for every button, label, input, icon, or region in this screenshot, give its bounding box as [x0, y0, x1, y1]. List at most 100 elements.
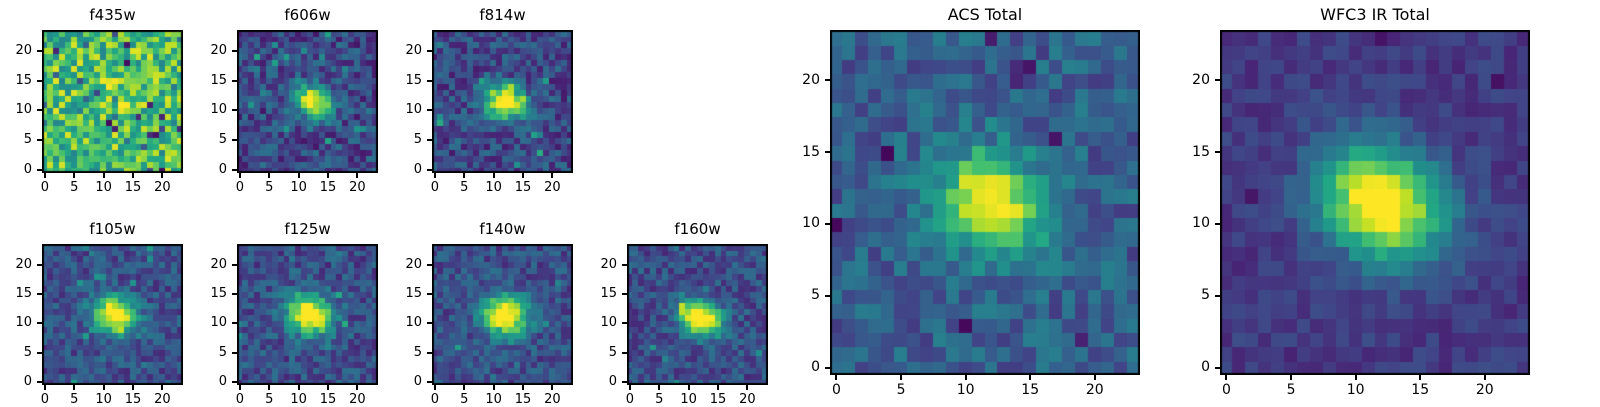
- y-tick-mark: [622, 351, 627, 354]
- y-tick-label: 15: [1192, 143, 1210, 160]
- y-tick-label: 20: [210, 42, 227, 58]
- x-tick-label: 10: [95, 180, 112, 195]
- panel-title-f125w: f125w: [284, 220, 331, 238]
- y-tick-label: 15: [15, 72, 32, 88]
- x-tick-mark: [356, 385, 359, 390]
- y-tick-mark: [1215, 294, 1220, 297]
- x-tick-mark: [687, 385, 690, 390]
- heatmap-f814w: [432, 30, 573, 173]
- y-tick-label: 0: [811, 359, 820, 376]
- y-tick-mark: [37, 109, 42, 112]
- y-tick-label: 0: [23, 374, 32, 389]
- y-tick-label: 15: [600, 285, 617, 301]
- panel-acs-total: ACS Total 0 5 10 15 20 0 5 10 15 20: [802, 5, 1140, 398]
- y-tick-mark: [427, 139, 432, 142]
- y-tick-label: 0: [218, 161, 227, 177]
- y-tick-label: 10: [1192, 215, 1210, 232]
- y-tick-label: 10: [210, 102, 227, 118]
- x-tick-mark: [327, 173, 330, 178]
- x-tick-mark: [161, 173, 164, 178]
- y-tick-mark: [427, 79, 432, 82]
- x-tick-mark: [628, 385, 631, 390]
- y-tick-label: 0: [413, 161, 422, 177]
- x-tick-label: 0: [235, 180, 245, 195]
- y-tick-label: 0: [608, 374, 617, 389]
- x-tick-mark: [433, 173, 436, 178]
- panel-f160w: f160w 0 5 10 15 20 0 5 10 15 20: [600, 220, 768, 407]
- x-tick-mark: [238, 385, 241, 390]
- y-tick-label: 5: [218, 344, 227, 360]
- x-tick-mark: [102, 385, 105, 390]
- panel-title-wfc3-ir-total: WFC3 IR Total: [1320, 5, 1430, 24]
- y-tick-mark: [825, 223, 830, 226]
- panel-f125w: f125w 0 5 10 15 20 0 5 10 15 20: [210, 220, 378, 407]
- x-tick-mark: [551, 173, 554, 178]
- y-tick-mark: [427, 292, 432, 295]
- x-tick-label: 0: [1222, 382, 1231, 398]
- y-tick-label: 20: [15, 42, 32, 58]
- panel-title-f140w: f140w: [479, 220, 526, 238]
- y-tick-mark: [1215, 223, 1220, 226]
- y-tick-mark: [427, 381, 432, 384]
- y-tick-mark: [427, 322, 432, 325]
- x-tick-label: 15: [319, 180, 337, 195]
- x-tick-mark: [238, 173, 241, 178]
- x-tick-mark: [492, 385, 495, 390]
- y-tick-mark: [37, 79, 42, 82]
- y-tick-mark: [622, 292, 627, 295]
- x-tick-label: 15: [1411, 382, 1430, 398]
- y-tick-label: 20: [802, 71, 820, 88]
- y-tick-mark: [1215, 151, 1220, 154]
- x-tick-mark: [1354, 375, 1357, 380]
- x-tick-label: 5: [265, 180, 274, 195]
- y-tick-label: 10: [15, 102, 32, 118]
- x-tick-mark: [1093, 375, 1096, 380]
- y-tick-mark: [622, 263, 627, 266]
- y-tick-mark: [427, 49, 432, 52]
- y-tick-mark: [232, 322, 237, 325]
- x-tick-mark: [73, 385, 76, 390]
- x-tick-mark: [522, 173, 525, 178]
- y-tick-mark: [37, 49, 42, 52]
- panel-f606w: f606w 0 5 10 15 20 0 5 10 15 20: [210, 6, 378, 195]
- y-tick-label: 5: [413, 344, 422, 360]
- x-tick-label: 0: [832, 382, 841, 398]
- x-tick-mark: [102, 173, 105, 178]
- x-tick-label: 0: [430, 180, 440, 195]
- x-tick-label: 5: [896, 382, 906, 398]
- x-tick-mark: [1290, 375, 1293, 380]
- y-tick-mark: [37, 322, 42, 325]
- x-tick-label: 5: [460, 180, 469, 195]
- y-tick-mark: [622, 381, 627, 384]
- x-tick-mark: [746, 385, 749, 390]
- x-tick-mark: [161, 385, 164, 390]
- y-tick-label: 5: [23, 344, 32, 360]
- x-tick-label: 15: [1021, 382, 1040, 398]
- panel-f814w: f814w 0 5 10 15 20 0 5 10 15 20: [405, 6, 573, 195]
- y-tick-label: 10: [15, 315, 32, 331]
- y-tick-label: 10: [405, 102, 422, 118]
- x-tick-label: 15: [514, 180, 532, 195]
- panel-f140w: f140w 0 5 10 15 20 0 5 10 15 20: [405, 220, 573, 407]
- x-tick-label: 10: [290, 180, 307, 195]
- heatmap-f606w: [237, 30, 378, 173]
- heatmap-f125w: [237, 244, 378, 385]
- heatmap-wfc3-ir-total: [1220, 30, 1530, 375]
- y-tick-label: 15: [802, 143, 820, 160]
- y-tick-label: 10: [405, 315, 422, 331]
- y-tick-label: 0: [413, 374, 422, 389]
- y-tick-mark: [232, 351, 237, 354]
- x-tick-label: 5: [1286, 382, 1296, 398]
- y-tick-mark: [232, 263, 237, 266]
- y-tick-label: 20: [405, 42, 422, 58]
- panel-title-f606w: f606w: [284, 6, 331, 24]
- x-tick-mark: [132, 385, 135, 390]
- y-tick-mark: [37, 169, 42, 172]
- y-tick-mark: [232, 49, 237, 52]
- y-tick-label: 15: [405, 285, 422, 301]
- x-tick-mark: [1225, 375, 1228, 380]
- x-tick-mark: [268, 173, 271, 178]
- y-tick-label: 0: [1201, 359, 1210, 376]
- heatmap-f105w: [42, 244, 183, 385]
